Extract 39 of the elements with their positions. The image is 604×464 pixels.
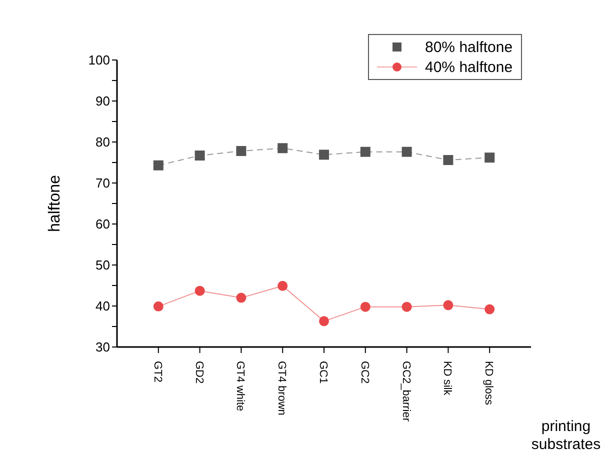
point — [319, 316, 329, 326]
y-tick-label: 80 — [96, 134, 110, 150]
y-tick-label: 90 — [96, 94, 110, 109]
point — [484, 152, 495, 163]
y-tick-label: 30 — [96, 340, 110, 355]
point — [402, 302, 412, 312]
x-axis-title: printing substrates — [530, 418, 602, 454]
point — [402, 146, 412, 157]
point — [236, 292, 246, 303]
point — [153, 301, 164, 312]
x-tick-label: GT4 white — [234, 361, 246, 412]
y-tick-label: 100 — [88, 52, 110, 68]
x-tick-label: GC2 — [358, 361, 370, 384]
point — [319, 150, 329, 160]
point — [443, 300, 454, 310]
point — [360, 302, 370, 312]
x-tick-label: GC1 — [317, 361, 329, 384]
point — [194, 150, 205, 161]
x-tick-label: GT4 brown — [276, 361, 288, 416]
legend-label: 40% halftone — [425, 58, 513, 76]
x-tick-label: GT2 — [151, 361, 164, 382]
point — [153, 160, 164, 170]
y-axis-title: halftone — [46, 174, 64, 232]
point — [443, 155, 454, 166]
point — [278, 280, 288, 291]
y-tick-label: 70 — [96, 176, 110, 191]
y-tick-label: 50 — [96, 258, 110, 273]
point — [360, 146, 370, 157]
y-tick-label: 40 — [96, 298, 110, 314]
point — [278, 143, 288, 154]
x-tick-label: GC2_barrier — [400, 361, 412, 422]
point — [484, 304, 495, 314]
x-tick-label: KD silk — [441, 361, 454, 396]
legend-label: 80% halftone — [425, 38, 513, 56]
x-tick-label: GD2 — [192, 361, 205, 384]
point — [236, 146, 246, 156]
y-tick-label: 60 — [96, 216, 110, 232]
x-tick-label: KD gloss — [482, 361, 495, 406]
point — [194, 286, 205, 296]
